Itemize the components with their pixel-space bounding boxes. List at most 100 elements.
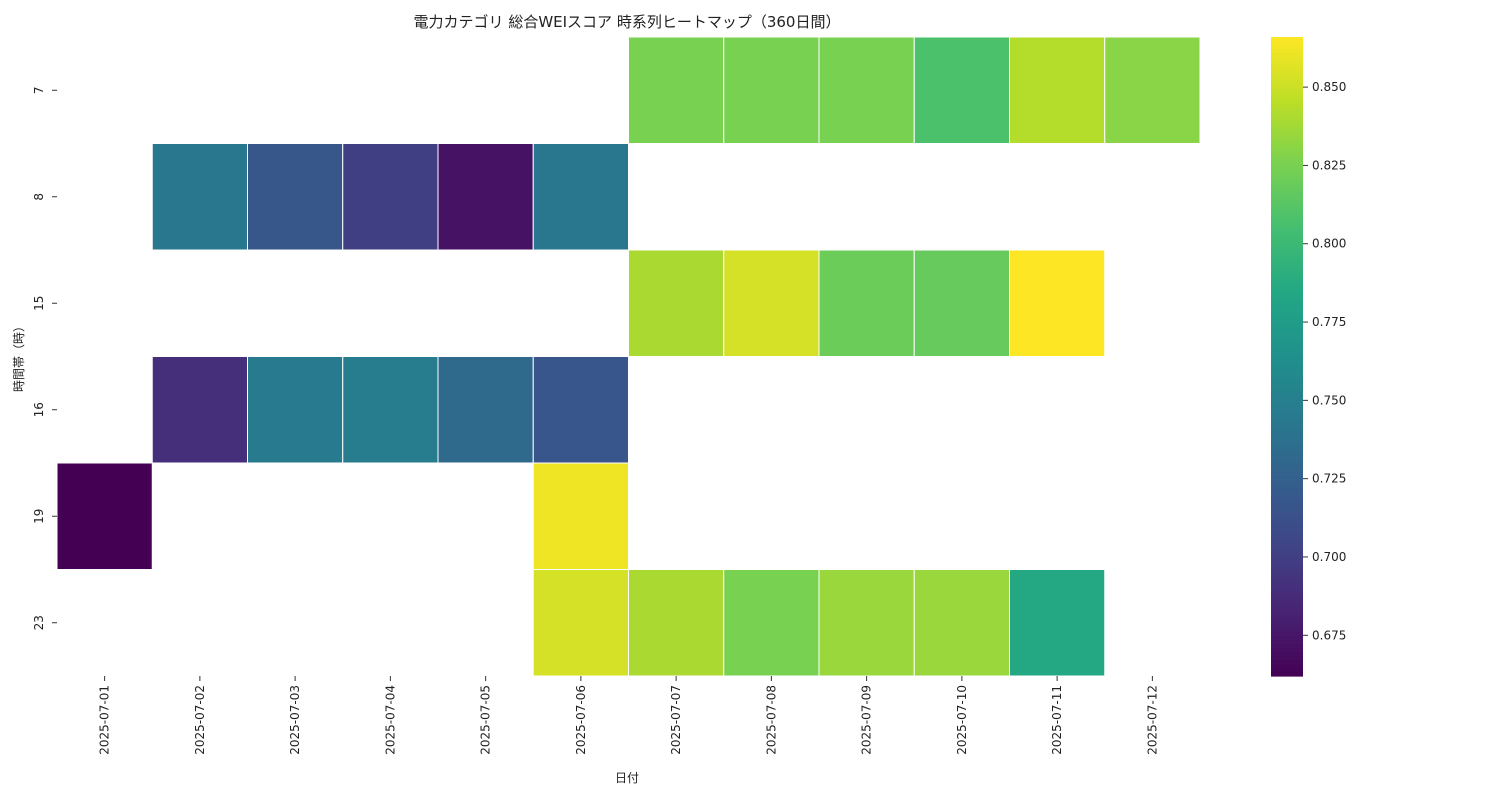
colorbar-gradient-segment — [1271, 196, 1303, 202]
y-tick-label: 15 — [32, 296, 46, 311]
colorbar-gradient-segment — [1271, 180, 1303, 186]
colorbar-gradient-segment — [1271, 312, 1303, 318]
colorbar-gradient-segment — [1271, 508, 1303, 513]
colorbar-gradient-segment — [1271, 432, 1303, 437]
colorbar-gradient-segment — [1271, 420, 1303, 425]
colorbar-gradient-segment — [1271, 472, 1303, 477]
x-axis-label: 日付 — [615, 771, 639, 785]
colorbar-gradient-segment — [1271, 636, 1303, 641]
y-tick-label: 16 — [32, 402, 46, 417]
colorbar-gradient-segment — [1271, 440, 1303, 445]
heatmap-cell-15-2025-07-10 — [913, 249, 1010, 357]
colorbar-gradient-segment — [1271, 37, 1303, 42]
colorbar-gradient-segment — [1271, 592, 1303, 597]
colorbar-gradient-segment — [1271, 560, 1303, 565]
colorbar-gradient-segment — [1271, 424, 1303, 429]
colorbar-gradient-segment — [1271, 172, 1303, 178]
heatmap-cells — [56, 36, 1201, 677]
x-tick-label: 2025-07-10 — [955, 685, 969, 755]
heatmap-cell-19-2025-07-06 — [532, 462, 629, 570]
colorbar-gradient-segment — [1271, 524, 1303, 529]
colorbar-gradient-segment — [1271, 244, 1303, 250]
colorbar-gradient-segment — [1271, 144, 1303, 150]
colorbar-gradient-segment — [1271, 476, 1303, 481]
heatmap-cell-23-2025-07-08 — [723, 569, 820, 677]
heatmap-cell-23-2025-07-06 — [532, 569, 629, 677]
colorbar-gradient-segment — [1271, 624, 1303, 629]
colorbar-gradient-segment — [1271, 384, 1303, 390]
colorbar-gradient-segment — [1271, 640, 1303, 645]
x-tick-label: 2025-07-09 — [860, 685, 874, 755]
colorbar-gradient-segment — [1271, 80, 1303, 86]
colorbar-gradient-segment — [1271, 236, 1303, 242]
colorbar-gradient-segment — [1271, 556, 1303, 561]
colorbar-gradient-segment — [1271, 564, 1303, 569]
colorbar-gradient-segment — [1271, 544, 1303, 549]
colorbar-gradient-segment — [1271, 152, 1303, 158]
heatmap-cell-16-2025-07-06 — [532, 356, 629, 464]
x-tick-label: 2025-07-12 — [1145, 685, 1159, 755]
colorbar-gradient-segment — [1271, 672, 1303, 677]
heatmap-cell-7-2025-07-09 — [818, 36, 915, 144]
heatmap-cell-15-2025-07-11 — [1009, 249, 1106, 357]
heatmap-cell-15-2025-07-07 — [628, 249, 725, 357]
x-tick-label: 2025-07-03 — [288, 685, 302, 755]
colorbar-gradient-segment — [1271, 288, 1303, 294]
heatmap-cell-8-2025-07-04 — [342, 143, 439, 251]
y-axis-ticks: 7 8 15 16 19 23 — [32, 86, 57, 630]
colorbar-gradient-segment — [1271, 596, 1303, 601]
colorbar-tick-label: 0.825 — [1312, 158, 1346, 172]
x-tick-label: 2025-07-11 — [1050, 685, 1064, 755]
heatmap-cell-7-2025-07-08 — [723, 36, 820, 144]
colorbar-gradient-segment — [1271, 156, 1303, 162]
colorbar-gradient-segment — [1271, 284, 1303, 290]
colorbar-gradient-segment — [1271, 280, 1303, 286]
colorbar-gradient-segment — [1271, 276, 1303, 282]
colorbar-gradient-segment — [1271, 480, 1303, 485]
colorbar-gradient-segment — [1271, 628, 1303, 633]
colorbar-gradient-segment — [1271, 452, 1303, 457]
heatmap-cell-7-2025-07-10 — [913, 36, 1010, 144]
colorbar-gradient-segment — [1271, 356, 1303, 362]
colorbar-gradient-segment — [1271, 56, 1303, 62]
colorbar-gradient-segment — [1271, 652, 1303, 657]
colorbar-gradient-segment — [1271, 212, 1303, 218]
colorbar-gradient-segment — [1271, 500, 1303, 505]
colorbar-gradient-segment — [1271, 528, 1303, 533]
colorbar-gradient-segment — [1271, 396, 1303, 402]
heatmap-cell-23-2025-07-09 — [818, 569, 915, 677]
colorbar-gradient-segment — [1271, 88, 1303, 94]
colorbar-gradient-segment — [1271, 428, 1303, 433]
colorbar-gradient-segment — [1271, 100, 1303, 106]
colorbar-gradient-segment — [1271, 268, 1303, 274]
colorbar-gradient-segment — [1271, 464, 1303, 469]
colorbar-gradient-segment — [1271, 108, 1303, 114]
colorbar-gradient-segment — [1271, 620, 1303, 625]
colorbar-gradient-segment — [1271, 96, 1303, 102]
colorbar-tick-label: 0.700 — [1312, 550, 1346, 564]
colorbar-gradient-segment — [1271, 608, 1303, 613]
colorbar-gradient-segment — [1271, 648, 1303, 653]
colorbar-gradient-segment — [1271, 200, 1303, 206]
colorbar-gradient-segment — [1271, 40, 1303, 46]
colorbar-tick-label: 0.750 — [1312, 393, 1346, 407]
colorbar-gradient-segment — [1271, 132, 1303, 138]
colorbar-gradient-segment — [1271, 584, 1303, 589]
colorbar-gradient-segment — [1271, 340, 1303, 346]
colorbar-gradient-segment — [1271, 228, 1303, 234]
x-tick-label: 2025-07-08 — [764, 685, 778, 755]
colorbar-gradient-segment — [1271, 352, 1303, 358]
colorbar-gradient-segment — [1271, 60, 1303, 66]
colorbar-tick-label: 0.850 — [1312, 80, 1346, 94]
colorbar-gradient-segment — [1271, 400, 1303, 406]
colorbar-gradient-segment — [1271, 136, 1303, 142]
colorbar-gradient-segment — [1271, 148, 1303, 154]
heatmap-cell-23-2025-07-07 — [628, 569, 725, 677]
colorbar-gradient-segment — [1271, 292, 1303, 298]
colorbar-gradient-segment — [1271, 160, 1303, 166]
colorbar-gradient-segment — [1271, 216, 1303, 222]
colorbar-tick-label: 0.775 — [1312, 315, 1346, 329]
colorbar-gradient-segment — [1271, 252, 1303, 258]
colorbar-gradient-segment — [1271, 540, 1303, 545]
colorbar-gradient-segment — [1271, 644, 1303, 649]
